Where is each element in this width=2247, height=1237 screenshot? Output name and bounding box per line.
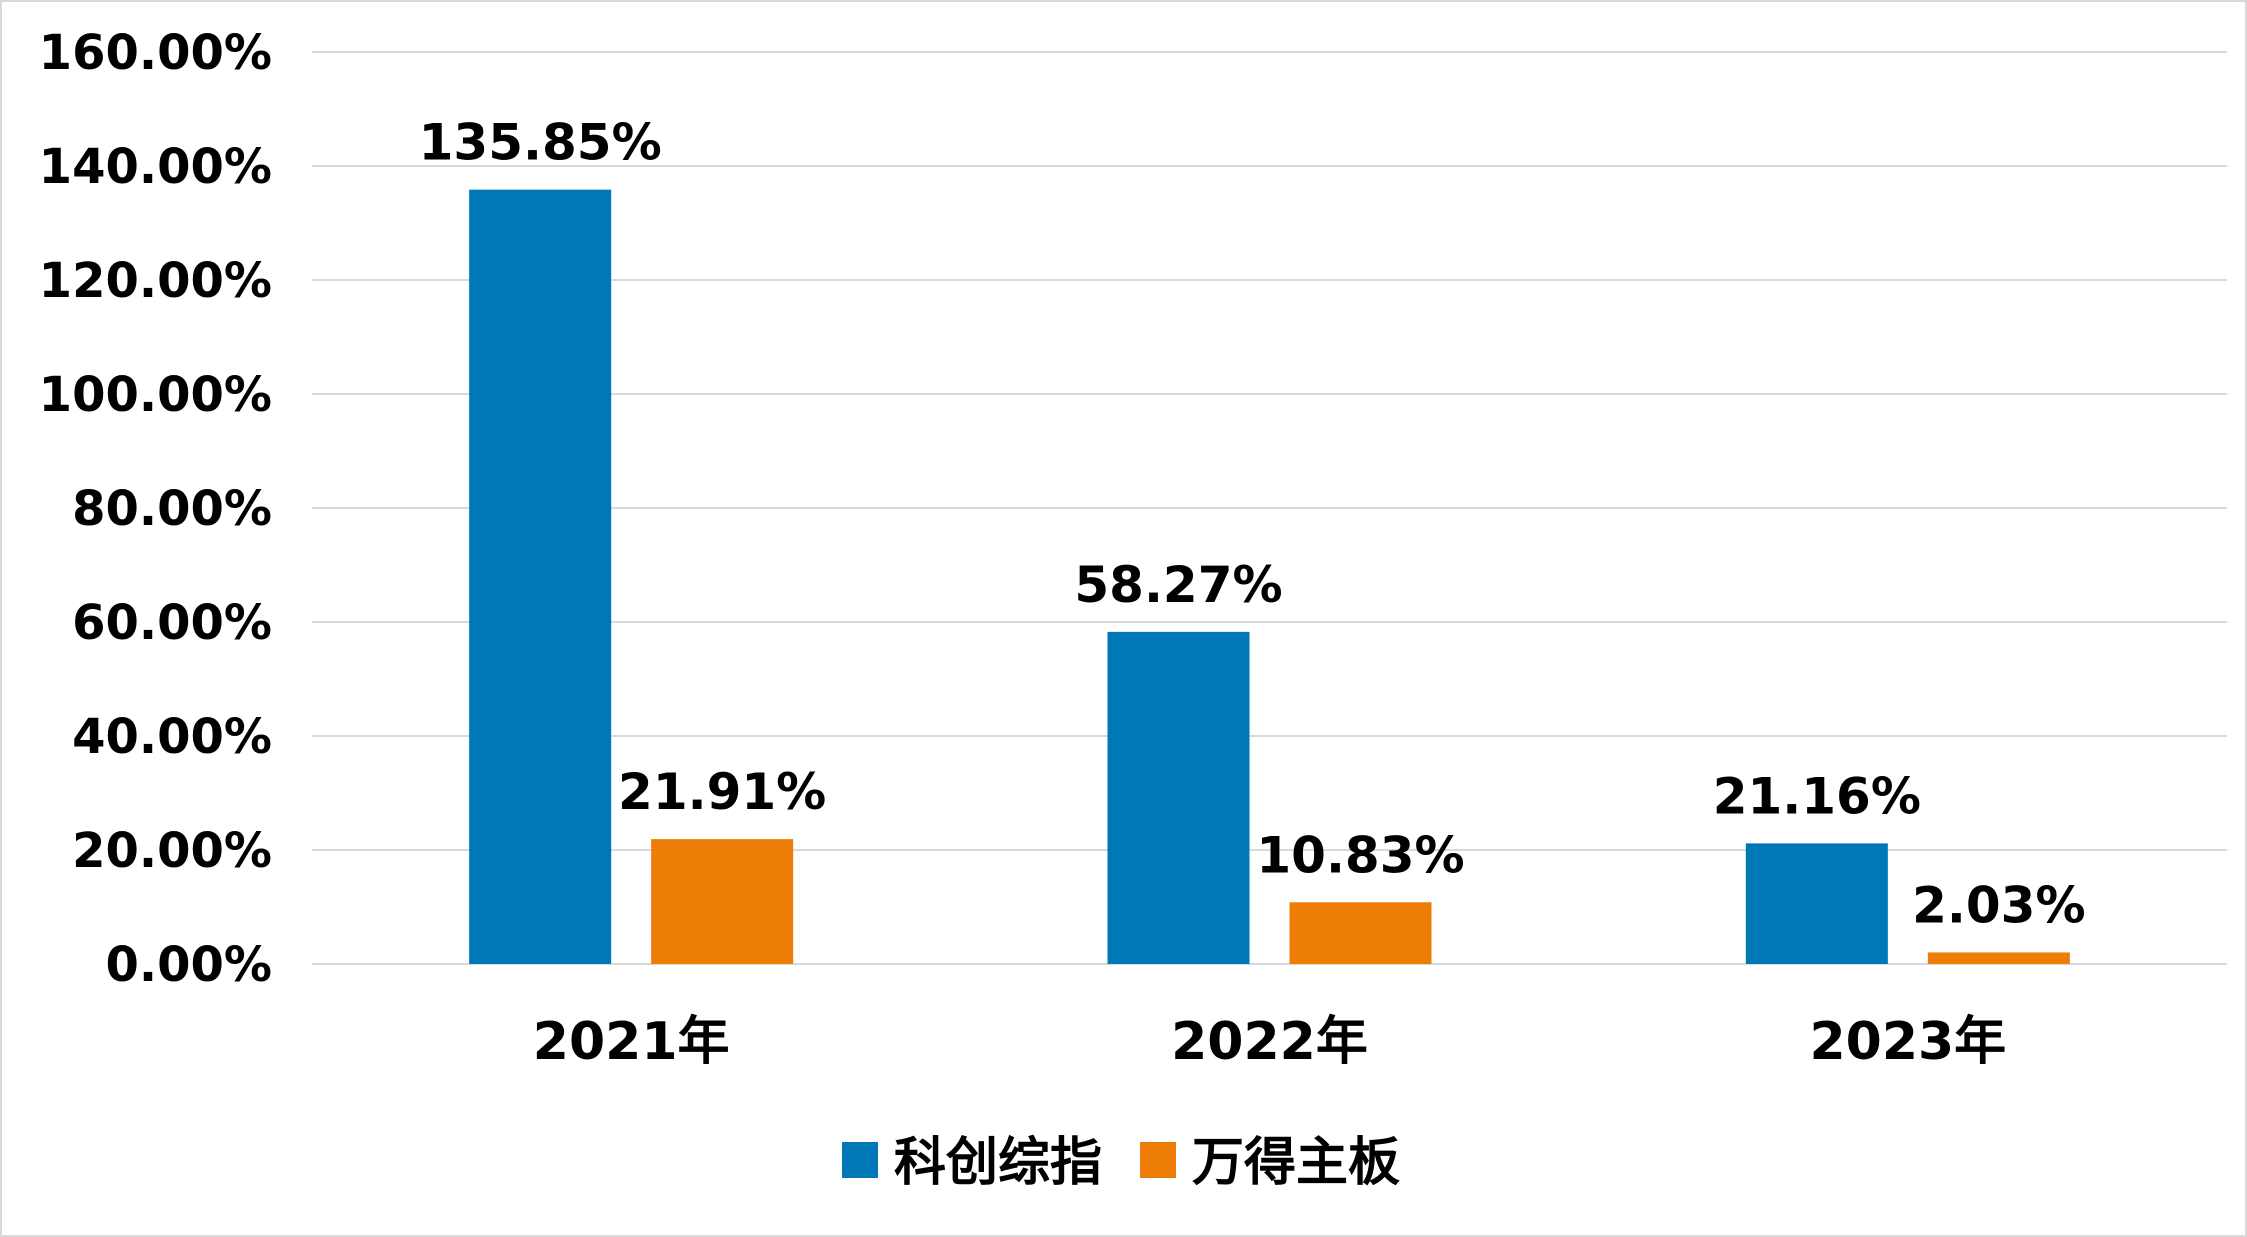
legend-label: 科创综指 xyxy=(894,1133,1102,1193)
y-tick-label: 100.00% xyxy=(39,367,272,423)
y-tick-label: 60.00% xyxy=(72,595,272,651)
x-category-label: 2021年 xyxy=(533,1012,730,1072)
x-axis-categories: 2021年 2022年 2023年 xyxy=(533,1012,2006,1072)
y-tick-label: 80.00% xyxy=(72,481,272,537)
y-tick-label: 20.00% xyxy=(72,823,272,879)
legend-label: 万得主板 xyxy=(1192,1133,1400,1193)
y-tick-label: 120.00% xyxy=(39,253,272,309)
legend: 科创综指 万得主板 xyxy=(842,1133,1400,1193)
bars xyxy=(469,189,2070,964)
data-label: 58.27% xyxy=(1074,556,1282,614)
bar-series-2 xyxy=(1927,952,2070,964)
legend-swatch xyxy=(842,1142,878,1178)
bar-series-1 xyxy=(469,189,612,964)
y-tick-label: 0.00% xyxy=(105,937,272,993)
y-tick-label: 40.00% xyxy=(72,709,272,765)
data-label: 21.16% xyxy=(1713,767,1921,825)
legend-swatch xyxy=(1140,1142,1176,1178)
data-label: 2.03% xyxy=(1912,876,2085,934)
y-tick-label: 140.00% xyxy=(39,139,272,195)
bar-series-1 xyxy=(1745,843,1888,964)
data-label: 21.91% xyxy=(618,763,826,821)
gridlines xyxy=(312,51,2227,965)
data-labels: 135.85% 21.91% 58.27% 10.83% 21.16% 2.03% xyxy=(419,114,2086,935)
bar-series-2 xyxy=(651,839,794,964)
bar-series-1 xyxy=(1107,631,1250,964)
data-label: 10.83% xyxy=(1256,826,1464,884)
y-tick-label: 160.00% xyxy=(39,25,272,81)
data-label: 135.85% xyxy=(419,114,662,172)
bar-series-2 xyxy=(1289,902,1432,964)
x-category-label: 2023年 xyxy=(1809,1012,2006,1072)
x-category-label: 2022年 xyxy=(1171,1012,1368,1072)
y-axis-ticks: 0.00% 20.00% 40.00% 60.00% 80.00% 100.00% 120.… xyxy=(39,25,272,993)
